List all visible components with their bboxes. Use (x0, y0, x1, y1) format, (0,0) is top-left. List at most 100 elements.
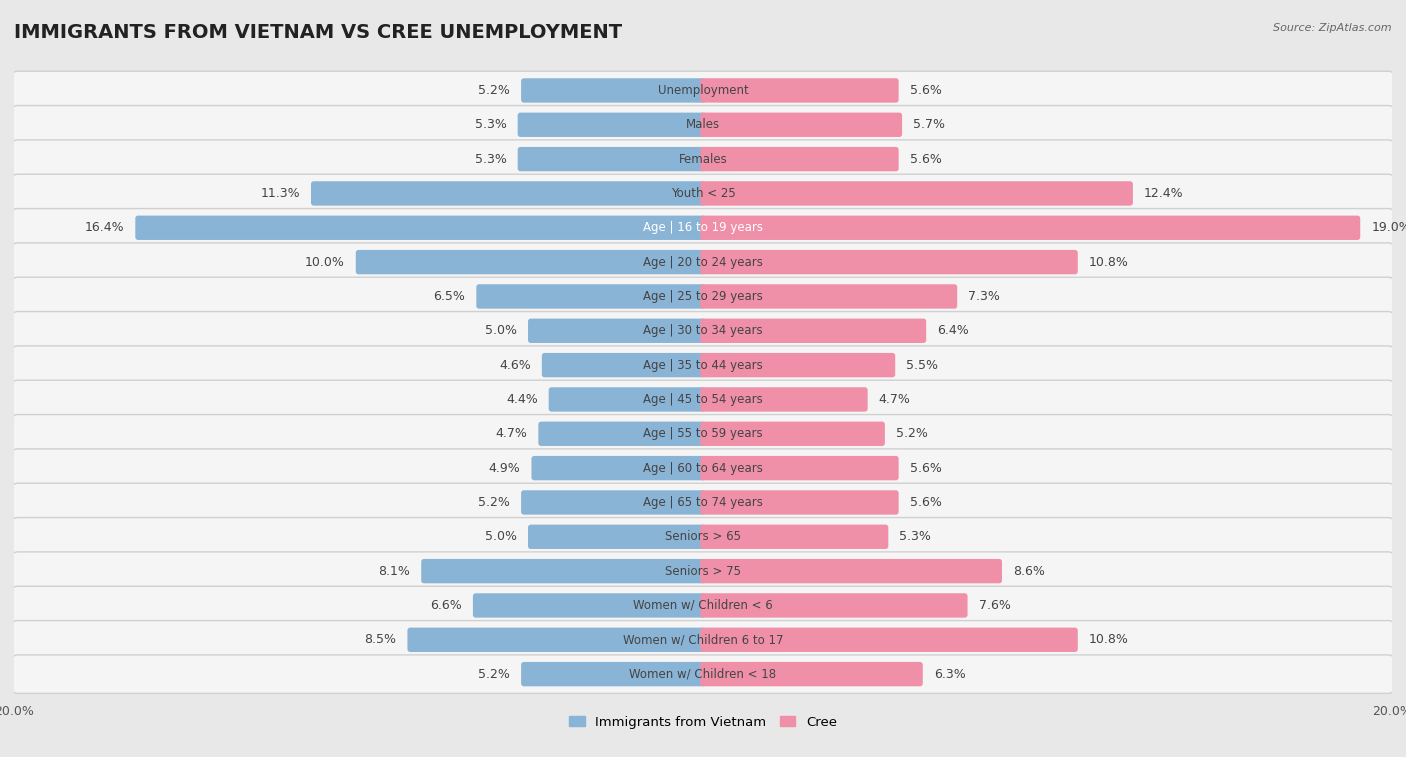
Text: Women w/ Children < 18: Women w/ Children < 18 (630, 668, 776, 681)
Text: IMMIGRANTS FROM VIETNAM VS CREE UNEMPLOYMENT: IMMIGRANTS FROM VIETNAM VS CREE UNEMPLOY… (14, 23, 623, 42)
FancyBboxPatch shape (477, 285, 706, 309)
Text: Age | 30 to 34 years: Age | 30 to 34 years (643, 324, 763, 338)
Text: 10.8%: 10.8% (1088, 634, 1129, 646)
FancyBboxPatch shape (517, 113, 706, 137)
FancyBboxPatch shape (422, 559, 706, 584)
FancyBboxPatch shape (700, 181, 1133, 206)
Text: 4.7%: 4.7% (879, 393, 911, 406)
Legend: Immigrants from Vietnam, Cree: Immigrants from Vietnam, Cree (564, 710, 842, 734)
FancyBboxPatch shape (700, 250, 1078, 274)
Text: 4.7%: 4.7% (495, 427, 527, 441)
Text: Females: Females (679, 153, 727, 166)
FancyBboxPatch shape (700, 216, 1360, 240)
FancyBboxPatch shape (13, 346, 1393, 385)
FancyBboxPatch shape (13, 552, 1393, 590)
Text: Source: ZipAtlas.com: Source: ZipAtlas.com (1274, 23, 1392, 33)
FancyBboxPatch shape (472, 593, 706, 618)
Text: 19.0%: 19.0% (1371, 221, 1406, 234)
Text: 5.0%: 5.0% (485, 531, 517, 544)
FancyBboxPatch shape (13, 243, 1393, 282)
Text: 5.6%: 5.6% (910, 84, 942, 97)
FancyBboxPatch shape (517, 147, 706, 171)
FancyBboxPatch shape (700, 388, 868, 412)
FancyBboxPatch shape (700, 353, 896, 377)
Text: Women w/ Children 6 to 17: Women w/ Children 6 to 17 (623, 634, 783, 646)
FancyBboxPatch shape (13, 105, 1393, 144)
Text: 7.6%: 7.6% (979, 599, 1011, 612)
FancyBboxPatch shape (700, 422, 884, 446)
FancyBboxPatch shape (13, 174, 1393, 213)
FancyBboxPatch shape (13, 518, 1393, 556)
FancyBboxPatch shape (408, 628, 706, 652)
Text: Age | 65 to 74 years: Age | 65 to 74 years (643, 496, 763, 509)
FancyBboxPatch shape (700, 319, 927, 343)
FancyBboxPatch shape (13, 312, 1393, 350)
Text: 10.8%: 10.8% (1088, 256, 1129, 269)
Text: 12.4%: 12.4% (1144, 187, 1184, 200)
Text: Age | 16 to 19 years: Age | 16 to 19 years (643, 221, 763, 234)
Text: Women w/ Children < 6: Women w/ Children < 6 (633, 599, 773, 612)
Text: 4.4%: 4.4% (506, 393, 537, 406)
Text: 5.7%: 5.7% (912, 118, 945, 131)
Text: Males: Males (686, 118, 720, 131)
Text: Age | 45 to 54 years: Age | 45 to 54 years (643, 393, 763, 406)
FancyBboxPatch shape (700, 662, 922, 687)
Text: 6.5%: 6.5% (433, 290, 465, 303)
Text: 4.9%: 4.9% (489, 462, 520, 475)
FancyBboxPatch shape (700, 113, 903, 137)
Text: 4.6%: 4.6% (499, 359, 531, 372)
Text: 5.3%: 5.3% (900, 531, 931, 544)
Text: Age | 60 to 64 years: Age | 60 to 64 years (643, 462, 763, 475)
FancyBboxPatch shape (13, 415, 1393, 453)
Text: 6.6%: 6.6% (430, 599, 461, 612)
FancyBboxPatch shape (522, 491, 706, 515)
FancyBboxPatch shape (700, 147, 898, 171)
FancyBboxPatch shape (13, 655, 1393, 693)
Text: Age | 35 to 44 years: Age | 35 to 44 years (643, 359, 763, 372)
Text: 7.3%: 7.3% (969, 290, 1000, 303)
Text: 5.5%: 5.5% (907, 359, 938, 372)
Text: 5.6%: 5.6% (910, 496, 942, 509)
FancyBboxPatch shape (13, 380, 1393, 419)
Text: 5.3%: 5.3% (475, 118, 506, 131)
FancyBboxPatch shape (700, 628, 1078, 652)
Text: 5.2%: 5.2% (896, 427, 928, 441)
FancyBboxPatch shape (13, 209, 1393, 247)
FancyBboxPatch shape (13, 621, 1393, 659)
FancyBboxPatch shape (522, 662, 706, 687)
Text: 5.0%: 5.0% (485, 324, 517, 338)
FancyBboxPatch shape (538, 422, 706, 446)
Text: 8.6%: 8.6% (1012, 565, 1045, 578)
Text: Unemployment: Unemployment (658, 84, 748, 97)
FancyBboxPatch shape (548, 388, 706, 412)
Text: 10.0%: 10.0% (305, 256, 344, 269)
FancyBboxPatch shape (529, 319, 706, 343)
FancyBboxPatch shape (13, 71, 1393, 110)
Text: 8.1%: 8.1% (378, 565, 411, 578)
Text: 5.3%: 5.3% (475, 153, 506, 166)
FancyBboxPatch shape (700, 78, 898, 103)
Text: 8.5%: 8.5% (364, 634, 396, 646)
FancyBboxPatch shape (13, 483, 1393, 522)
Text: Age | 55 to 59 years: Age | 55 to 59 years (643, 427, 763, 441)
FancyBboxPatch shape (700, 559, 1002, 584)
FancyBboxPatch shape (356, 250, 706, 274)
FancyBboxPatch shape (700, 456, 898, 480)
Text: 5.6%: 5.6% (910, 153, 942, 166)
Text: 6.3%: 6.3% (934, 668, 966, 681)
Text: Youth < 25: Youth < 25 (671, 187, 735, 200)
Text: 5.2%: 5.2% (478, 496, 510, 509)
Text: 11.3%: 11.3% (260, 187, 299, 200)
FancyBboxPatch shape (700, 491, 898, 515)
Text: Age | 25 to 29 years: Age | 25 to 29 years (643, 290, 763, 303)
FancyBboxPatch shape (522, 78, 706, 103)
FancyBboxPatch shape (700, 525, 889, 549)
Text: 16.4%: 16.4% (84, 221, 124, 234)
FancyBboxPatch shape (541, 353, 706, 377)
FancyBboxPatch shape (529, 525, 706, 549)
FancyBboxPatch shape (531, 456, 706, 480)
FancyBboxPatch shape (311, 181, 706, 206)
FancyBboxPatch shape (135, 216, 706, 240)
FancyBboxPatch shape (13, 449, 1393, 488)
Text: Seniors > 75: Seniors > 75 (665, 565, 741, 578)
